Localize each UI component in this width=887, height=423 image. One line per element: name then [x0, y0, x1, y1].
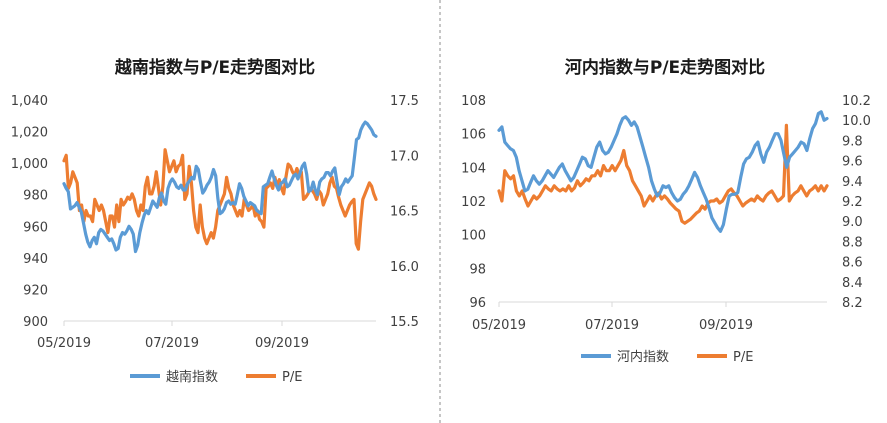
- legend-label-series-2: P/E: [282, 370, 302, 385]
- right-y-tick-label: 8.4: [842, 276, 863, 291]
- left-y-ticks: 900 920 940 960 980 1,000 1,020 1,040: [11, 94, 48, 330]
- x-tick-label: 05/2019: [472, 318, 526, 333]
- legend: 越南指数 P/E: [130, 369, 302, 385]
- left-y-tick-label: 900: [23, 315, 48, 330]
- right-y-tick-label: 8.2: [842, 296, 863, 311]
- legend-label-series-1: 河内指数: [617, 349, 669, 365]
- x-tick-label: 09/2019: [255, 336, 309, 351]
- x-ticks: 05/2019 07/2019 09/2019: [472, 302, 753, 333]
- right-y-tick-label: 9.6: [842, 155, 863, 170]
- hnx-index-chart: 河内指数与P/E走势图对比 96 98 100 102 104 106 108 8.2 8.4…: [461, 57, 871, 365]
- x-tick-label: 09/2019: [699, 318, 753, 333]
- right-y-tick-label: 16.5: [390, 205, 419, 220]
- left-y-tick-label: 1,040: [11, 94, 48, 109]
- right-y-tick-label: 9.8: [842, 134, 863, 149]
- chart-title: 河内指数与P/E走势图对比: [565, 57, 765, 78]
- left-y-tick-label: 104: [461, 161, 486, 176]
- legend: 河内指数 P/E: [581, 349, 753, 365]
- series-line-pe: [62, 148, 378, 251]
- left-y-tick-label: 102: [461, 195, 486, 210]
- left-y-tick-label: 980: [23, 189, 48, 204]
- series-line-index: [62, 120, 378, 254]
- series-lines: [62, 120, 378, 254]
- right-y-tick-label: 10.0: [842, 114, 871, 129]
- series-line-index: [497, 110, 829, 233]
- left-y-tick-label: 1,000: [11, 157, 48, 172]
- left-y-tick-label: 920: [23, 283, 48, 298]
- x-ticks: 05/2019 07/2019 09/2019: [37, 321, 309, 351]
- left-y-tick-label: 108: [461, 94, 486, 109]
- right-y-tick-label: 17.5: [390, 94, 419, 109]
- legend-label-series-1: 越南指数: [166, 369, 218, 385]
- series-line-pe: [497, 123, 829, 225]
- left-y-tick-label: 106: [461, 128, 486, 143]
- right-y-ticks: 15.5 16.0 16.5 17.0 17.5: [390, 94, 419, 330]
- right-y-tick-label: 8.8: [842, 235, 863, 250]
- right-y-ticks: 8.2 8.4 8.6 8.8 9.0 9.2 9.4 9.6 9.8 10.0 10.2: [842, 94, 871, 311]
- right-y-tick-label: 9.4: [842, 175, 863, 190]
- left-y-tick-label: 96: [469, 296, 486, 311]
- left-y-tick-label: 940: [23, 252, 48, 267]
- left-y-tick-label: 100: [461, 229, 486, 244]
- right-y-tick-label: 9.0: [842, 215, 863, 230]
- right-y-tick-label: 15.5: [390, 315, 419, 330]
- right-y-tick-label: 16.0: [390, 260, 419, 275]
- left-y-tick-label: 1,020: [11, 126, 48, 141]
- chart-title: 越南指数与P/E走势图对比: [114, 57, 315, 78]
- x-tick-label: 05/2019: [37, 336, 91, 351]
- right-y-tick-label: 8.6: [842, 256, 863, 271]
- legend-label-series-2: P/E: [733, 350, 753, 365]
- right-y-tick-label: 10.2: [842, 94, 871, 109]
- right-y-tick-label: 17.0: [390, 149, 419, 164]
- vn-index-chart: 越南指数与P/E走势图对比 900 920 940 960 980 1,000 1,020 1…: [11, 57, 419, 385]
- left-y-ticks: 96 98 100 102 104 106 108: [461, 94, 486, 311]
- left-y-tick-label: 960: [23, 220, 48, 235]
- x-tick-label: 07/2019: [585, 318, 639, 333]
- left-y-tick-label: 98: [469, 262, 486, 277]
- x-tick-label: 07/2019: [145, 336, 199, 351]
- series-lines: [497, 110, 829, 233]
- right-y-tick-label: 9.2: [842, 195, 863, 210]
